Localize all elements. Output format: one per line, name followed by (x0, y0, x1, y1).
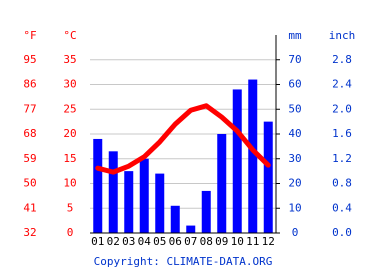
c-tick-label: 15 (63, 152, 76, 165)
c-tick-label: 30 (63, 78, 76, 91)
precip-bar (248, 79, 258, 233)
f-tick-label: 86 (23, 78, 36, 91)
inch-tick-label: 2.4 (332, 78, 352, 91)
precip-bar (263, 121, 273, 233)
precip-bar (155, 173, 165, 233)
mm-tick-label: 50 (288, 102, 301, 115)
mm-tick-label: 40 (288, 127, 301, 140)
precip-bar (139, 158, 149, 233)
precip-bar (108, 151, 118, 233)
mm-tick-label: 70 (288, 53, 301, 66)
f-tick-label: 32 (23, 226, 36, 239)
inch-tick-label: 1.2 (332, 152, 352, 165)
f-tick-label: 77 (23, 102, 36, 115)
c-tick-label: 10 (63, 177, 76, 190)
mm-tick-label: 20 (288, 177, 301, 190)
x-tick-label: 09 (215, 235, 228, 248)
f-tick-label: 50 (23, 177, 36, 190)
c-axis-title: °C (63, 29, 76, 42)
x-tick-label: 01 (91, 235, 104, 248)
mm-tick-label: 60 (288, 78, 301, 91)
f-tick-label: 59 (23, 152, 36, 165)
f-tick-label: 41 (23, 201, 36, 214)
f-axis-title: °F (23, 29, 36, 42)
x-tick-label: 03 (122, 235, 135, 248)
inch-tick-label: 0.0 (332, 226, 352, 239)
inch-tick-label: 0.8 (332, 177, 352, 190)
precip-bar (232, 89, 242, 233)
inch-tick-label: 1.6 (332, 127, 352, 140)
mm-tick-label: 10 (288, 201, 301, 214)
x-tick-label: 04 (138, 235, 152, 248)
f-tick-label: 68 (23, 127, 36, 140)
x-tick-label: 08 (200, 235, 213, 248)
x-tick-label: 10 (231, 235, 244, 248)
mm-tick-label: 0 (292, 226, 299, 239)
x-tick-label: 12 (262, 235, 275, 248)
inch-tick-label: 2.0 (332, 102, 352, 115)
precip-bar (170, 205, 180, 233)
x-tick-label: 07 (184, 235, 197, 248)
precip-bar (124, 171, 134, 233)
c-tick-label: 5 (67, 201, 74, 214)
inch-tick-label: 0.4 (332, 201, 352, 214)
x-tick-label: 11 (246, 235, 259, 248)
precip-bar (217, 134, 227, 233)
precip-bar (93, 138, 103, 233)
precip-bar (186, 225, 196, 233)
c-tick-label: 35 (63, 53, 76, 66)
x-tick-label: 06 (169, 235, 182, 248)
mm-axis-title: mm (288, 29, 302, 42)
c-tick-label: 0 (67, 226, 74, 239)
x-tick-label: 02 (107, 235, 120, 248)
f-tick-label: 95 (23, 53, 36, 66)
copyright: Copyright: CLIMATE-DATA.ORG (94, 255, 273, 268)
precip-bar (201, 190, 211, 233)
c-tick-label: 25 (63, 102, 76, 115)
inch-tick-label: 2.8 (332, 53, 352, 66)
inch-axis-title: inch (329, 29, 356, 42)
x-tick-label: 05 (153, 235, 166, 248)
temperature-line (95, 103, 271, 175)
c-tick-label: 20 (63, 127, 76, 140)
mm-tick-label: 30 (288, 152, 301, 165)
